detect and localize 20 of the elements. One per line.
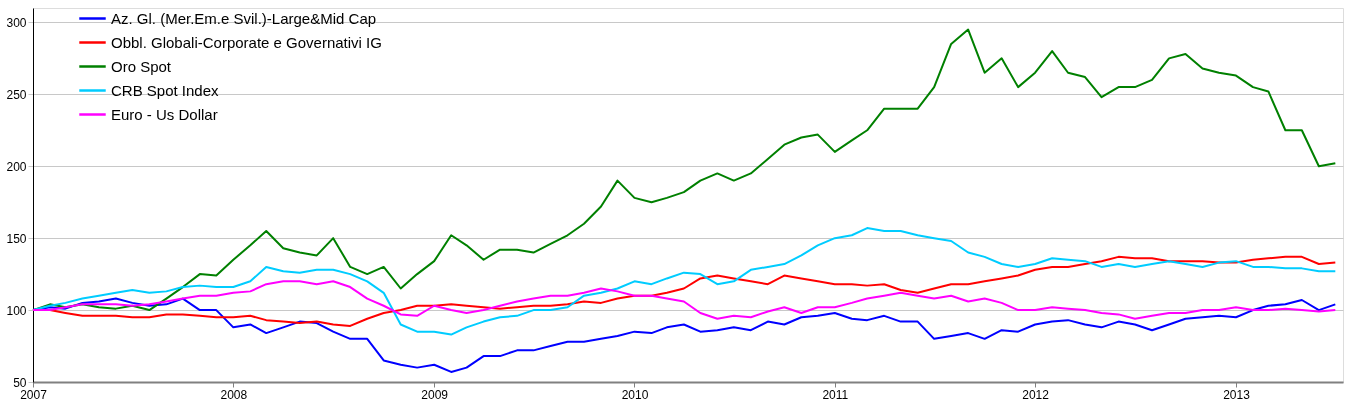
legend-label: Az. Gl. (Mer.Em.e Svil.)-Large&Mid Cap [111,9,377,27]
line-series [32,227,1337,336]
x-tick-label: 2009 [421,387,449,402]
y-tick-label: 150 [6,231,27,246]
y-tick-label: 200 [6,159,27,174]
line-series [32,280,1337,320]
legend-label: Obbl. Globali-Corporate e Governativi IG [111,33,382,51]
x-tick-label: 2010 [621,387,649,402]
legend-label: Oro Spot [111,57,172,75]
x-tick-label: 2011 [822,387,849,402]
legend-label: Euro - Us Dollar [111,105,218,123]
x-tick-label: 2012 [1022,387,1050,402]
legend-label: CRB Spot Index [111,81,220,99]
x-tick-label: 2013 [1223,387,1251,402]
y-tick-label: 250 [6,87,27,102]
x-tick-label: 2007 [20,387,48,402]
y-tick-label: 300 [6,15,27,30]
y-tick-label: 50 [13,375,27,390]
y-tick-label: 100 [6,303,27,318]
x-tick-label: 2008 [220,387,248,402]
